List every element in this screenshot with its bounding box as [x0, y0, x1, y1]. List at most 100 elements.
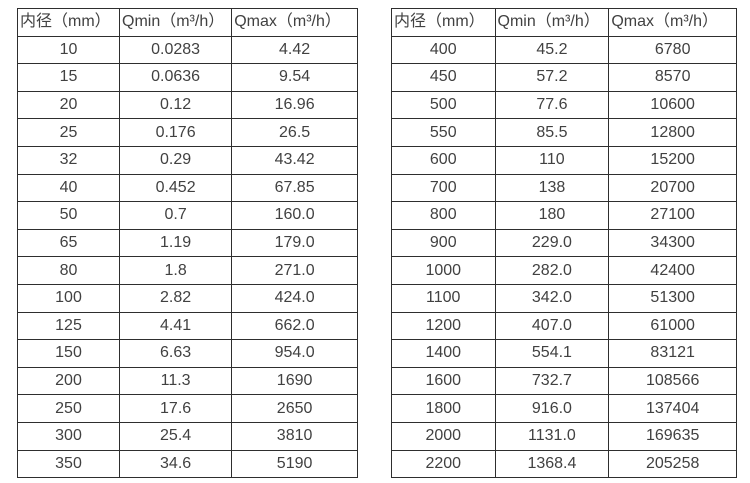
table-cell: 550	[391, 118, 496, 147]
table-row: 800 180 27100	[391, 201, 737, 230]
table-cell: 20	[17, 90, 120, 120]
table-row: 300 25.4 3810	[17, 421, 358, 451]
table-row: 1400 554.1 83121	[391, 339, 737, 368]
table-cell: 1.8	[118, 256, 233, 285]
table-cell: 9.54	[231, 63, 358, 92]
table-row: 80 1.8 271.0	[17, 256, 358, 285]
table-row: 250 17.6 2650	[17, 394, 358, 423]
table-cell: 2000	[391, 421, 496, 451]
table-cell: 26.5	[231, 118, 358, 147]
table-cell: 400	[391, 35, 496, 65]
column-header: Qmin（m³/h）	[494, 8, 610, 37]
table-cell: 125	[17, 311, 120, 341]
table-cell: 450	[391, 63, 496, 92]
table-row: 20 0.12 16.96	[17, 90, 358, 120]
column-header: Qmax（m³/h）	[608, 8, 737, 37]
table-cell: 0.0283	[118, 35, 233, 65]
table-cell: 180	[494, 201, 610, 230]
table-cell: 342.0	[494, 283, 610, 313]
table-cell: 137404	[608, 394, 737, 423]
flow-range-tables: 内径（mm） Qmin（m³/h） Qmax（m³/h） 10 0.0283 4.42 1…	[17, 8, 737, 479]
table-row: 700 138 20700	[391, 173, 737, 203]
table-cell: 250	[17, 394, 120, 423]
table-cell: 15	[17, 63, 120, 92]
table-cell: 0.12	[118, 90, 233, 120]
table-row: 2200 1368.4 205258	[391, 449, 737, 479]
table-cell: 200	[17, 366, 120, 396]
table-cell: 110	[494, 145, 610, 175]
table-cell: 45.2	[494, 35, 610, 65]
table-cell: 12800	[608, 118, 737, 147]
table-cell: 229.0	[494, 228, 610, 258]
table-cell: 27100	[608, 201, 737, 230]
table-cell: 100	[17, 283, 120, 313]
table-cell: 424.0	[231, 283, 358, 313]
table-cell: 2200	[391, 449, 496, 479]
table-cell: 1400	[391, 339, 496, 368]
table-row: 125 4.41 662.0	[17, 311, 358, 341]
table-row: 1200 407.0 61000	[391, 311, 737, 341]
table-cell: 1131.0	[494, 421, 610, 451]
table-cell: 138	[494, 173, 610, 203]
table-cell: 43.42	[231, 145, 358, 175]
table-cell: 4.41	[118, 311, 233, 341]
table-cell: 34300	[608, 228, 737, 258]
column-header: 内径（mm）	[391, 8, 496, 37]
table-cell: 8570	[608, 63, 737, 92]
table-cell: 80	[17, 256, 120, 285]
table-cell: 900	[391, 228, 496, 258]
table-cell: 40	[17, 173, 120, 203]
table-cell: 34.6	[118, 449, 233, 479]
table-cell: 25.4	[118, 421, 233, 451]
table-row: 2000 1131.0 169635	[391, 421, 737, 451]
table-row: 32 0.29 43.42	[17, 145, 358, 175]
table-row: 500 77.6 10600	[391, 90, 737, 120]
table-cell: 500	[391, 90, 496, 120]
table-cell: 0.0636	[118, 63, 233, 92]
table-cell: 20700	[608, 173, 737, 203]
table-cell: 6.63	[118, 339, 233, 368]
table-cell: 1.19	[118, 228, 233, 258]
table-row: 550 85.5 12800	[391, 118, 737, 147]
table-cell: 17.6	[118, 394, 233, 423]
table-cell: 554.1	[494, 339, 610, 368]
table-cell: 2650	[231, 394, 358, 423]
table-cell: 25	[17, 118, 120, 147]
table-row: 1000 282.0 42400	[391, 256, 737, 285]
table-cell: 205258	[608, 449, 737, 479]
table-cell: 85.5	[494, 118, 610, 147]
table-cell: 1600	[391, 366, 496, 396]
table-header-row: 内径（mm） Qmin（m³/h） Qmax（m³/h）	[391, 8, 737, 37]
table-cell: 32	[17, 145, 120, 175]
table-cell: 1368.4	[494, 449, 610, 479]
table-cell: 600	[391, 145, 496, 175]
table-row: 1100 342.0 51300	[391, 283, 737, 313]
table-cell: 4.42	[231, 35, 358, 65]
table-cell: 282.0	[494, 256, 610, 285]
table-cell: 10600	[608, 90, 737, 120]
table-cell: 662.0	[231, 311, 358, 341]
table-cell: 916.0	[494, 394, 610, 423]
table-cell: 16.96	[231, 90, 358, 120]
table-row: 900 229.0 34300	[391, 228, 737, 258]
table-cell: 954.0	[231, 339, 358, 368]
column-header: 内径（mm）	[17, 8, 120, 37]
table-cell: 300	[17, 421, 120, 451]
table-row: 15 0.0636 9.54	[17, 63, 358, 92]
table-cell: 67.85	[231, 173, 358, 203]
column-header: Qmax（m³/h）	[231, 8, 358, 37]
table-cell: 1200	[391, 311, 496, 341]
table-row: 50 0.7 160.0	[17, 201, 358, 230]
table-cell: 42400	[608, 256, 737, 285]
table-row: 25 0.176 26.5	[17, 118, 358, 147]
table-cell: 1690	[231, 366, 358, 396]
table-cell: 6780	[608, 35, 737, 65]
table-cell: 800	[391, 201, 496, 230]
table-row: 150 6.63 954.0	[17, 339, 358, 368]
table-cell: 108566	[608, 366, 737, 396]
column-header: Qmin（m³/h）	[118, 8, 233, 37]
table-row: 450 57.2 8570	[391, 63, 737, 92]
table-row: 40 0.452 67.85	[17, 173, 358, 203]
table-cell: 169635	[608, 421, 737, 451]
table-cell: 0.176	[118, 118, 233, 147]
